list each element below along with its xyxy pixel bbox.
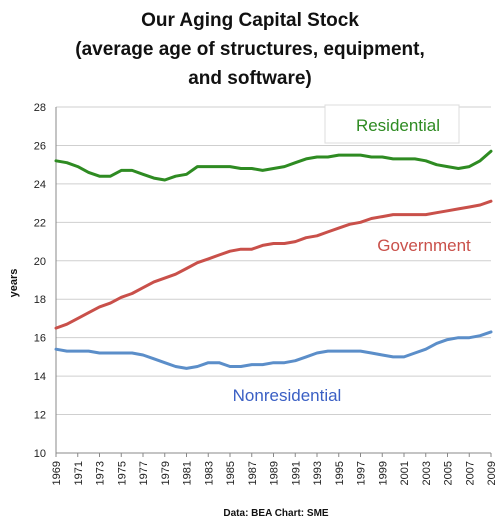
y-tick-label-18: 18 [34,294,46,306]
y-tick-label-20: 20 [34,256,46,268]
x-tick-label-1993: 1993 [312,461,324,485]
y-tick-label-22: 22 [34,217,46,229]
x-tick-label-1991: 1991 [290,461,302,485]
x-tick-label-2005: 2005 [443,461,455,485]
source-note: Data: BEA Chart: SME [223,508,329,519]
chart-title-line-2: (average age of structures, equipment, [75,39,425,60]
series-label-nonresidential: Nonresidential [233,386,342,405]
x-tick-label-1985: 1985 [225,461,237,485]
x-tick-label-1975: 1975 [116,461,128,485]
series-line-nonresidential [54,330,493,370]
y-tick-label-26: 26 [34,140,46,152]
y-tick-label-28: 28 [34,102,46,114]
x-tick-label-1999: 1999 [377,461,389,485]
chart-title-line-1: Our Aging Capital Stock [141,10,359,31]
x-tick-label-1973: 1973 [95,461,107,485]
y-tick-label-16: 16 [34,333,46,345]
x-axis-ticks: 1969 1971 1973 1975 1977 1979 1981 1983 1985 1987… [51,453,498,485]
x-tick-label-1989: 1989 [269,461,281,485]
x-tick-label-1977: 1977 [138,461,150,485]
x-tick-label-1979: 1979 [160,461,172,485]
y-tick-label-24: 24 [34,179,46,191]
x-tick-label-1983: 1983 [203,461,215,485]
series-lines [54,149,493,370]
series-label-residential: Residential [356,116,440,135]
x-tick-label-1981: 1981 [182,461,194,485]
series-label-government: Government [377,236,471,255]
series-line-residential [54,149,493,182]
y-tick-label-14: 14 [34,371,46,383]
x-tick-label-2001: 2001 [399,461,411,485]
x-tick-label-2007: 2007 [464,461,476,485]
y-tick-label-10: 10 [34,448,46,460]
x-tick-label-1987: 1987 [247,461,259,485]
x-tick-label-1969: 1969 [51,461,63,485]
y-axis-ticks: 10 12 14 16 18 20 22 24 26 28 [34,102,46,460]
x-tick-label-1995: 1995 [334,461,346,485]
x-tick-label-2009: 2009 [486,461,498,485]
y-axis-label: years [8,269,20,298]
chart-title-line-3: and software) [188,68,312,89]
residential-label-box [324,104,460,144]
y-tick-label-12: 12 [34,410,46,422]
x-tick-label-2003: 2003 [421,461,433,485]
x-tick-label-1971: 1971 [73,461,85,485]
series-line-government [54,199,493,330]
x-tick-label-1997: 1997 [356,461,368,485]
